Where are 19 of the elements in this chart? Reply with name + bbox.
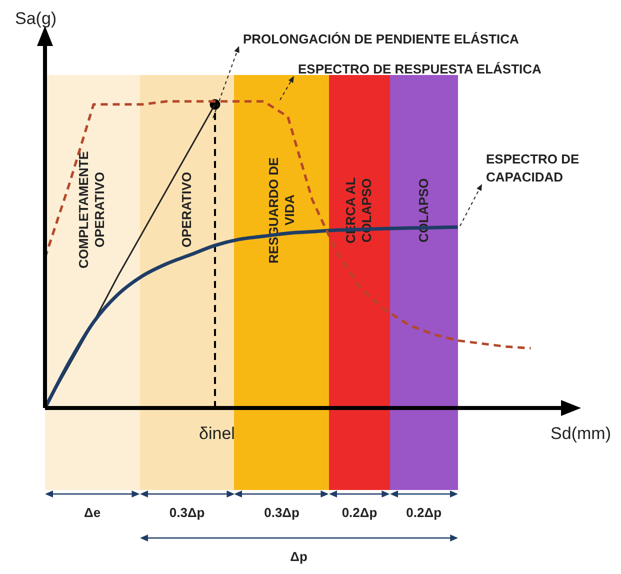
text: 0.3Δp: [169, 504, 205, 522]
shaded-zone: COLAPSO: [390, 75, 458, 490]
text: Δe: [84, 504, 101, 522]
text: 0.3Δp: [264, 504, 300, 522]
x-axis-title: Sd(mm): [550, 424, 611, 444]
text: Δp: [290, 548, 308, 566]
text: ESPECTRO DE RESPUESTA ELÁSTICA: [298, 62, 542, 77]
y-axis-title: Sa(g): [15, 9, 57, 28]
annotation: COLAPSO: [416, 176, 432, 244]
text: ESPECTRO DE CAPACIDAD: [486, 152, 580, 185]
text: 0.2Δp: [406, 504, 442, 522]
annotation: COMPLETAMENTE OPERATIVO: [76, 150, 108, 271]
text: 0.2Δp: [342, 504, 378, 522]
text: PROLONGACIÓN DE PENDIENTE ELÁSTICA: [243, 32, 520, 47]
text: δinel: [199, 424, 235, 444]
annotation: OPERATIVO: [179, 171, 196, 250]
shaded-zone: RESGUARDO DE VIDA: [234, 75, 330, 490]
annotation: RESGUARDO DE VIDA: [266, 156, 298, 266]
shaded-zone: COMPLETAMENTE OPERATIVO: [45, 75, 140, 490]
